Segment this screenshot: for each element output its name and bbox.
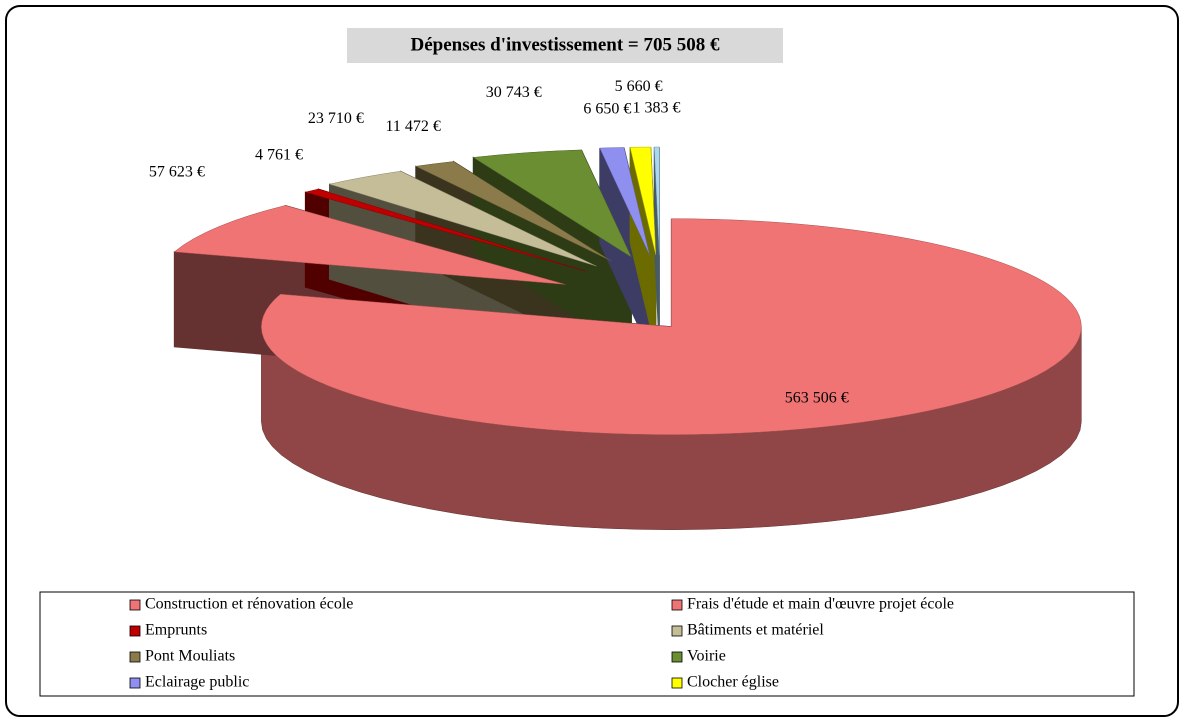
slice xyxy=(599,147,650,256)
data-label: 23 710 € xyxy=(308,110,364,127)
chart-title: Dépenses d'investissement = 705 508 € xyxy=(410,34,720,55)
legend-swatch xyxy=(671,651,683,663)
legend-swatch xyxy=(671,677,683,689)
data-label: 1 383 € xyxy=(632,100,680,117)
legend-label: Frais d'étude et main d'œuvre projet éco… xyxy=(687,596,954,613)
legend-label: Construction et rénovation école xyxy=(145,596,353,613)
legend-swatch xyxy=(129,677,141,689)
slice xyxy=(261,218,1082,435)
legend-label: Pont Mouliats xyxy=(145,648,235,665)
slice xyxy=(328,170,597,267)
slice xyxy=(414,161,612,262)
data-label: 57 623 € xyxy=(149,164,205,181)
legend-label: Emprunts xyxy=(145,622,207,639)
legend-swatch xyxy=(129,599,141,611)
slice xyxy=(304,188,586,272)
legend-box xyxy=(39,591,1135,697)
legend-swatch xyxy=(129,651,141,663)
title-background xyxy=(347,28,783,63)
legend-swatch xyxy=(671,599,683,611)
data-label: 5 660 € xyxy=(615,78,663,95)
data-label: 4 761 € xyxy=(255,147,303,164)
slice-tops xyxy=(173,146,1082,435)
slice xyxy=(653,146,660,256)
legend-swatch xyxy=(129,625,141,637)
data-label: 11 472 € xyxy=(385,118,440,135)
slice xyxy=(173,205,566,285)
legend-label: Bâtiments et matériel xyxy=(687,622,824,639)
data-label: 6 650 € xyxy=(583,100,631,117)
data-label: 30 743 € xyxy=(486,84,542,101)
legend-label: Eclairage public xyxy=(145,674,249,691)
data-label: 563 506 € xyxy=(785,390,849,407)
legend-label: Voirie xyxy=(687,648,726,665)
slice xyxy=(472,149,632,258)
legend-label: Clocher église xyxy=(687,674,779,691)
legend-swatch xyxy=(671,625,683,637)
slice xyxy=(629,146,657,256)
